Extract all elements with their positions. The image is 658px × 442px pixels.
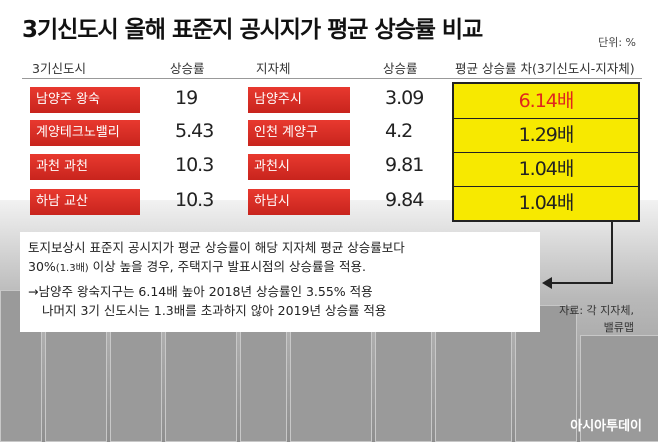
ratio-value: 1.04배 bbox=[518, 192, 575, 214]
note-box: 토지보상시 표준지 공시지가 평균 상승률이 해당 지자체 평균 상승률보다 3… bbox=[20, 232, 540, 332]
column-header: 3기신도시 bbox=[32, 61, 86, 76]
ratio-value: 6.14배 bbox=[454, 84, 638, 119]
rate-value: 5.43 bbox=[175, 120, 214, 142]
location-label: 과천 과천 bbox=[30, 154, 140, 180]
rate-value: 4.2 bbox=[385, 120, 413, 142]
column-header: 상승률 bbox=[383, 61, 418, 76]
district-label: 하남시 bbox=[248, 189, 350, 215]
logo: 아시아투데이 bbox=[570, 419, 642, 434]
location-label: 계양테크노밸리 bbox=[30, 120, 140, 146]
unit: 단위: % bbox=[598, 36, 636, 49]
source-line: 밸류맵 bbox=[603, 321, 634, 334]
rate-value: 9.84 bbox=[385, 189, 424, 211]
column-header: 상승률 bbox=[170, 61, 205, 76]
note-text: 30% bbox=[28, 259, 56, 274]
rate-value: 10.3 bbox=[175, 154, 214, 176]
note-line: 나머지 3기 신도시는 1.3배를 초과하지 않아 2019년 상승률 적용 bbox=[42, 303, 387, 318]
location-label: 하남 교산 bbox=[30, 189, 140, 215]
rate-value: 10.3 bbox=[175, 189, 214, 211]
district-label: 과천시 bbox=[248, 154, 350, 180]
rate-value: 3.09 bbox=[385, 87, 424, 109]
rate-value: 19 bbox=[175, 87, 198, 109]
ratio-box: 6.14배 1.29배 1.04배 1.04배 bbox=[452, 82, 640, 222]
location-label: 남양주 왕숙 bbox=[30, 87, 140, 113]
column-header: 평균 상승률 차(3기신도시-지자체) bbox=[455, 61, 635, 76]
district-label: 인천 계양구 bbox=[248, 120, 350, 146]
note-text: 이상 높을 경우, 주택지구 발표시점의 상승률을 적용. bbox=[88, 259, 366, 274]
note-text: (1.3배) bbox=[55, 263, 89, 274]
district-label: 남양주시 bbox=[248, 87, 350, 113]
column-header: 지자체 bbox=[256, 61, 291, 76]
note-line: 30%(1.3배) 이상 높을 경우, 주택지구 발표시점의 상승률을 적용. bbox=[28, 257, 532, 278]
header-rule bbox=[22, 78, 642, 79]
source: 자료: 각 지자체, 밸류맵 bbox=[559, 302, 634, 336]
note-line: →남양주 왕숙지구는 6.14배 높아 2018년 상승률인 3.55% 적용 bbox=[28, 284, 373, 299]
source-line: 자료: 각 지자체, bbox=[559, 304, 634, 317]
title: 3기신도시 올해 표준지 공시지가 평균 상승률 비교 bbox=[22, 17, 483, 43]
ratio-value: 1.04배 bbox=[454, 152, 638, 187]
arrow bbox=[542, 220, 613, 289]
note-line: 토지보상시 표준지 공시지가 평균 상승률이 해당 지자체 평균 상승률보다 bbox=[28, 240, 405, 255]
ratio-value: 1.29배 bbox=[454, 118, 638, 153]
rate-value: 9.81 bbox=[385, 154, 424, 176]
